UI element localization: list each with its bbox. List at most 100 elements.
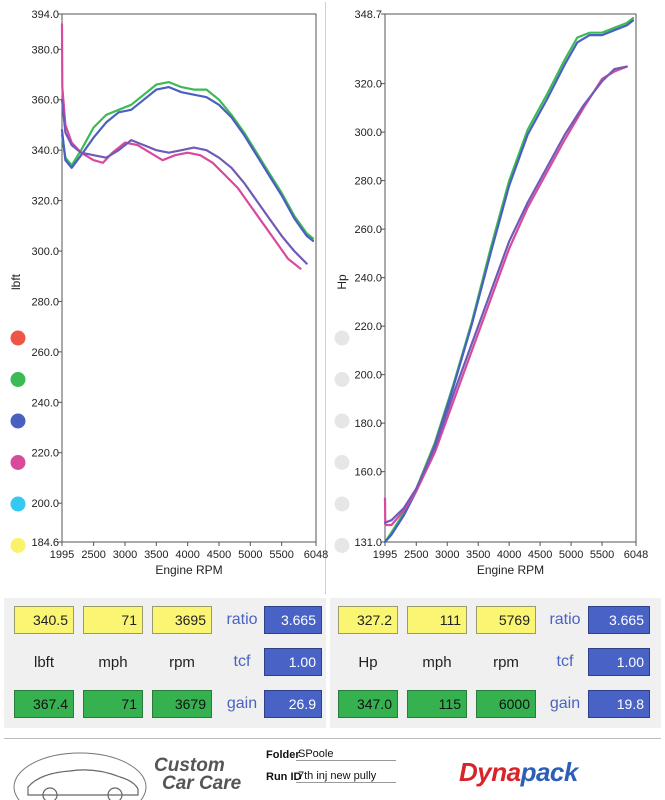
dynapack-logo: Dynapack <box>459 757 578 788</box>
x-tick-label: 5500 <box>269 549 293 561</box>
torque-gain-value: 26.9 <box>264 690 322 718</box>
y-tick-label: 200.0 <box>31 498 59 510</box>
torque-readout-panel: 340.5 71 3695 ratio 3.665 lbft mph rpm t… <box>4 598 326 728</box>
x-tick-label: 5000 <box>559 549 583 561</box>
power-tcf-value: 1.00 <box>588 648 650 676</box>
y-tick-label: 200.0 <box>354 370 382 382</box>
brand-logo: Custom Car Care <box>154 755 242 794</box>
power-chart-panel: 348.7 320.0 300.0 280.0 260.0 240.0 220.0 200.0… <box>330 2 661 594</box>
x-tick-label: 3500 <box>466 549 490 561</box>
x-tick-label: 3000 <box>113 549 137 561</box>
y-tick-label: 220.0 <box>354 321 382 333</box>
x-tick-label: 4000 <box>175 549 199 561</box>
power-best-speed: 115 <box>407 690 467 718</box>
power-best-value: 347.0 <box>338 690 398 718</box>
runid-label: Run ID <box>266 771 302 783</box>
power-gain-label: gain <box>549 695 581 712</box>
y-tick-label: 300.0 <box>31 246 59 258</box>
torque-peak-value: 340.5 <box>14 606 74 634</box>
legend-swatch <box>10 413 26 429</box>
x-tick-label: 1995 <box>373 549 397 561</box>
legend-swatch <box>10 330 26 346</box>
power-chart: 348.7 320.0 300.0 280.0 260.0 240.0 220.0 200.0… <box>334 9 648 577</box>
y-tick-label: 360.0 <box>31 95 59 107</box>
folder-value: SPoole <box>296 748 396 761</box>
y-tick-label: 240.0 <box>354 273 382 285</box>
power-tcf-label: tcf <box>556 653 574 670</box>
x-tick-label: 5500 <box>590 549 614 561</box>
series-line <box>60 98 308 265</box>
y-tick-label: 394.0 <box>31 9 59 21</box>
torque-best-rpm: 3679 <box>152 690 212 718</box>
rpm-unit-label: rpm <box>169 653 195 671</box>
folder-label: Folder <box>266 749 300 761</box>
speed-unit-label: mph <box>98 653 128 671</box>
power-best-rpm: 6000 <box>476 690 536 718</box>
torque-unit-label: lbft <box>33 653 54 671</box>
series-line <box>383 19 635 544</box>
torque-tcf-label: tcf <box>233 653 251 670</box>
torque-peak-rpm: 3695 <box>152 606 212 634</box>
series-line <box>60 23 302 270</box>
power-peak-speed: 111 <box>407 606 467 634</box>
y-tick-label: 180.0 <box>354 418 382 430</box>
x-tick-label: 2500 <box>404 549 428 561</box>
x-tick-label: 2500 <box>81 549 105 561</box>
legend-swatch <box>10 496 26 512</box>
torque-chart-panel: 394.0 380.0 360.0 340.0 320.0 300.0 280.0 260.0… <box>4 2 328 594</box>
y-tick-label: 380.0 <box>31 44 59 56</box>
y-axis-label: Hp <box>335 274 349 290</box>
y-tick-label: 280.0 <box>31 296 59 308</box>
series-line <box>383 65 628 524</box>
x-tick-label: 4500 <box>207 549 231 561</box>
legend-swatch <box>334 455 350 470</box>
x-tick-label: 3000 <box>435 549 459 561</box>
series-line <box>60 86 315 242</box>
power-gain-value: 19.8 <box>588 690 650 718</box>
torque-best-speed: 71 <box>83 690 143 718</box>
legend-swatch <box>334 330 350 346</box>
plot-frame <box>384 13 637 543</box>
legend-swatch <box>10 455 26 470</box>
x-tick-label: 6048 <box>624 549 648 561</box>
torque-ratio-value: 3.665 <box>264 606 322 634</box>
y-tick-label: 320.0 <box>354 79 382 91</box>
power-readout-panel: 327.2 111 5769 ratio 3.665 Hp mph rpm tc… <box>330 598 661 728</box>
legend-swatch <box>334 538 350 553</box>
y-tick-label: 280.0 <box>354 176 382 188</box>
series-line <box>60 81 315 240</box>
legend-swatch <box>334 413 350 429</box>
y-tick-label: 320.0 <box>31 196 59 208</box>
x-tick-label: 3500 <box>144 549 168 561</box>
x-axis-label: Engine RPM <box>155 563 222 577</box>
y-tick-label: 260.0 <box>354 224 382 236</box>
car-logo-icon <box>13 752 147 800</box>
dynapack-logo-part-1: Dyna <box>459 757 521 787</box>
torque-tcf-value: 1.00 <box>264 648 322 676</box>
brand-line-1: Custom <box>154 755 225 776</box>
x-tick-label: 1995 <box>50 549 74 561</box>
power-ratio-label: ratio <box>549 611 581 628</box>
y-tick-label: 300.0 <box>354 127 382 139</box>
power-speed-unit-label: mph <box>422 653 452 671</box>
y-tick-label: 260.0 <box>31 347 59 359</box>
y-tick-label: 340.0 <box>31 145 59 157</box>
legend-swatch <box>334 372 350 387</box>
power-rpm-unit-label: rpm <box>493 653 519 671</box>
y-tick-label: 160.0 <box>354 467 382 479</box>
y-tick-label: 184.6 <box>31 537 59 549</box>
torque-best-value: 367.4 <box>14 690 74 718</box>
brand-line-2: Car Care <box>162 773 242 794</box>
x-tick-label: 4000 <box>497 549 521 561</box>
power-peak-rpm: 5769 <box>476 606 536 634</box>
x-tick-label: 6048 <box>304 549 328 561</box>
legend-swatch <box>10 372 26 387</box>
torque-peak-speed: 71 <box>83 606 143 634</box>
series-line <box>383 65 628 527</box>
runid-value: 7th inj new pully <box>296 770 396 783</box>
x-axis-label: Engine RPM <box>477 563 544 577</box>
torque-chart: 394.0 380.0 360.0 340.0 320.0 300.0 280.0 260.0… <box>9 9 328 577</box>
torque-ratio-label: ratio <box>226 611 258 628</box>
legend-swatch <box>10 538 26 553</box>
torque-gain-label: gain <box>226 695 258 712</box>
